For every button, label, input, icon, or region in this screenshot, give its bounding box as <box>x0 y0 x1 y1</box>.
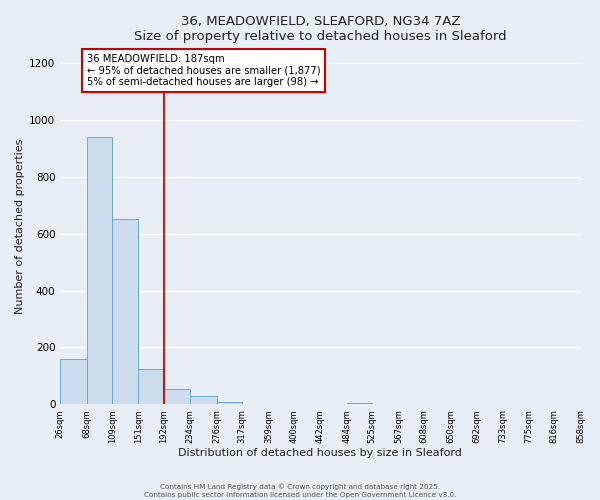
Bar <box>60 359 86 405</box>
X-axis label: Distribution of detached houses by size in Sleaford: Distribution of detached houses by size … <box>178 448 463 458</box>
Bar <box>164 389 190 404</box>
Title: 36, MEADOWFIELD, SLEAFORD, NG34 7AZ
Size of property relative to detached houses: 36, MEADOWFIELD, SLEAFORD, NG34 7AZ Size… <box>134 15 507 43</box>
Y-axis label: Number of detached properties: Number of detached properties <box>15 138 25 314</box>
Bar <box>347 403 372 404</box>
Bar <box>86 136 112 404</box>
Bar <box>217 402 242 404</box>
Text: 36 MEADOWFIELD: 187sqm
← 95% of detached houses are smaller (1,877)
5% of semi-d: 36 MEADOWFIELD: 187sqm ← 95% of detached… <box>86 54 320 87</box>
Bar <box>139 369 164 404</box>
Bar <box>190 396 217 404</box>
Bar <box>112 220 139 404</box>
Text: Contains HM Land Registry data © Crown copyright and database right 2025.
Contai: Contains HM Land Registry data © Crown c… <box>144 484 456 498</box>
